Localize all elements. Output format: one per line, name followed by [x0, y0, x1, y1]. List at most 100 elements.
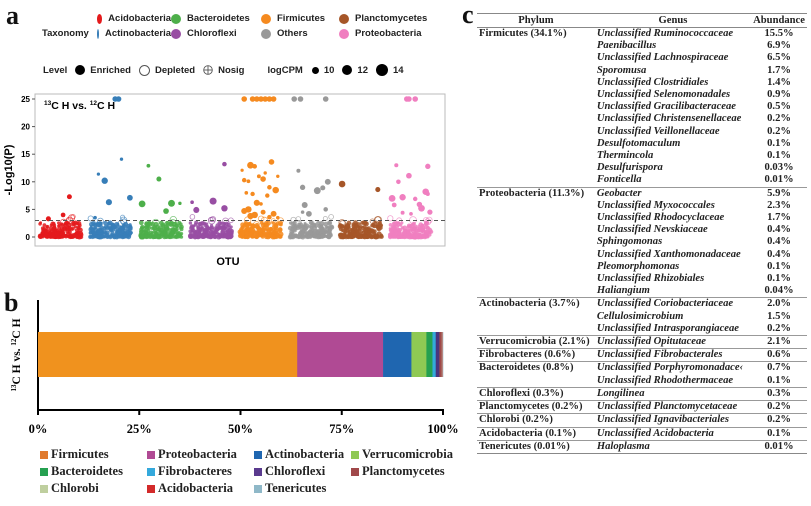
enriched-otu-point	[268, 159, 275, 165]
nonsig-otu-point	[179, 226, 183, 230]
nonsig-otu-point	[429, 229, 434, 234]
genus-cell: Desulfurispora	[596, 162, 663, 174]
nonsig-otu-point	[316, 234, 321, 240]
depleted-otu-point	[295, 219, 302, 226]
depleted-otu-point	[387, 215, 394, 222]
table-row: Sporomusa 1.7%	[477, 65, 807, 77]
abundance-cell: 0.9%	[767, 89, 791, 101]
nonsig-otu-point	[290, 226, 296, 232]
genus-cell: Unclassified Gracilibacteraceae	[596, 101, 737, 113]
enriched-otu-point	[400, 210, 405, 215]
nonsig-otu-point	[307, 229, 313, 235]
nonsig-otu-point	[192, 234, 198, 240]
bar-segment-proteobacteria	[297, 332, 384, 377]
genus-cell: Unclassified Myxococcales	[596, 199, 715, 211]
nonsig-otu-point	[320, 224, 324, 228]
enriched-otu-point	[276, 215, 280, 220]
abundance-cell: 0.1%	[767, 260, 791, 272]
bar-segment-chloroflexi	[435, 332, 440, 377]
otu-group-firmicutes	[237, 215, 284, 240]
bar-legend-label: Bacteroidetes	[51, 464, 123, 478]
bar-legend-label: Proteobacteria	[158, 447, 237, 461]
nonsig-otu-point	[197, 232, 202, 237]
abundance-cell: 1.5%	[767, 310, 791, 322]
level-legend-title: Level	[43, 64, 68, 76]
nonsig-otu-point	[206, 227, 210, 231]
depleted-otu-point	[66, 217, 72, 223]
nonsig-otu-point	[138, 220, 144, 226]
nonsig-otu-point	[300, 231, 304, 236]
nonsig-otu-point	[45, 224, 50, 229]
nonsig-otu-point	[369, 234, 374, 239]
abundance-cell: 0.1%	[767, 374, 791, 386]
abundance-cell: 0.2%	[767, 322, 791, 334]
otu-group-others	[287, 214, 335, 240]
legend-swatch-icon	[254, 467, 262, 476]
y-tick-label: 0	[26, 233, 31, 242]
nonsig-otu-point	[150, 234, 156, 240]
genus-cell: Thermincola	[596, 150, 654, 162]
logcpm-12-marker-icon	[342, 65, 353, 75]
nonsig-otu-point	[159, 220, 164, 226]
table-row: Unclassified Clostridiales 1.4%	[477, 77, 807, 89]
y-tick-label: 25	[21, 95, 30, 104]
genus-cell: Unclassified Rhizobiales	[596, 273, 705, 285]
phylum-cell	[477, 150, 595, 162]
logcpm-14-label: 14	[392, 64, 404, 76]
enriched-otu-point	[138, 200, 146, 208]
genus-cell: Unclassified Rhodothermaceae	[596, 374, 734, 386]
nonsig-otu-point	[177, 231, 181, 234]
nonsig-otu-point	[425, 226, 431, 232]
nonsig-otu-point	[38, 234, 43, 239]
phylum-cell	[477, 77, 595, 89]
enriched-otu-point	[247, 212, 254, 220]
abundance-cell: 0.4%	[767, 224, 791, 236]
enriched-otu-point	[324, 178, 331, 185]
otu-group-chloroflexi	[187, 214, 234, 240]
abundance-cell: 0.3%	[751, 386, 807, 401]
depleted-otu-point	[144, 221, 151, 228]
genus-cell: Cellulosimicrobium	[596, 310, 684, 322]
nonsig-otu-point	[258, 232, 263, 238]
genus-cell: Desulfotomaculum	[596, 137, 681, 149]
enriched-otu-point	[296, 168, 301, 173]
enriched-otu-point	[301, 202, 308, 208]
phylum-cell	[477, 224, 595, 236]
nonsig-otu-point	[179, 235, 184, 239]
enriched-otu-point	[412, 196, 418, 202]
enriched-otu-point	[260, 209, 266, 215]
x-tick-label: 25%	[127, 422, 152, 436]
taxonomy-color-dot-icon	[261, 28, 271, 39]
enriched-otu-point	[256, 174, 261, 179]
nonsig-otu-point	[176, 234, 181, 239]
nonsig-otu-point	[66, 224, 69, 228]
abundance-cell: 6.9%	[767, 40, 791, 52]
taxonomy-color-dot-icon	[97, 28, 99, 39]
enriched-otu-point	[247, 161, 254, 169]
enriched-otu-point	[249, 96, 256, 102]
taxonomy-legend-item: Bacteroidetes	[171, 13, 261, 24]
phylum-cell: Verrucomicrobia (2.1%)	[477, 335, 595, 349]
abundance-cell: 1.4%	[767, 76, 791, 88]
nonsig-otu-point	[128, 231, 132, 236]
nonsig-otu-point	[178, 222, 183, 227]
genus-abundance-table: Phylum Genus Abundance Firmicutes (34.1%…	[477, 13, 807, 454]
abundance-cell: 1.7%	[767, 212, 791, 224]
table-row: Chloroflexi (0.3%) Longilinea 0.3%	[477, 386, 807, 401]
enriched-otu-point	[323, 207, 328, 212]
level-enriched-label: Enriched	[90, 64, 131, 76]
enriched-otu-point	[266, 96, 273, 102]
panel-label-c: c	[462, 0, 474, 29]
enriched-otu-point	[241, 177, 247, 183]
y-tick-label: 5	[26, 205, 31, 214]
abundance-cell: 15.5%	[764, 28, 794, 39]
nonsig-otu-point	[202, 221, 207, 226]
bar-legend-item: Verrucomicrobia	[351, 447, 461, 462]
depleted-otu-point	[208, 217, 214, 223]
table-row: Unclassified Nevskiaceae 0.4%	[477, 224, 807, 236]
nosig-marker-icon	[203, 65, 213, 75]
abundance-cell: 0.2%	[751, 400, 807, 414]
enriched-otu-point	[399, 194, 406, 201]
nonsig-otu-point	[117, 230, 123, 236]
bar-legend: Firmicutes Proteobacteria Actinobacteria Ve…	[40, 447, 461, 496]
